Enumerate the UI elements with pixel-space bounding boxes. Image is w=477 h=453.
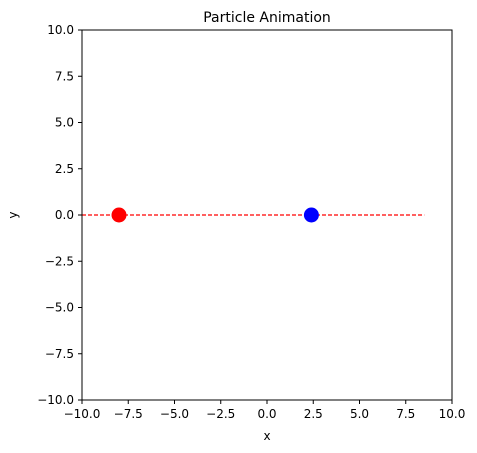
x-tick-label: −5.0 [160,407,189,421]
y-tick-label: 2.5 [55,162,74,176]
x-tick-label: 7.5 [396,407,415,421]
y-tick-label: −2.5 [45,254,74,268]
y-tick-label: 7.5 [55,69,74,83]
y-axis-ticks: −10.0 −7.5 −5.0 −2.5 0.0 2.5 5.0 7.5 10.0 [37,23,82,407]
y-tick-label: −10.0 [37,393,74,407]
x-tick-label: −7.5 [114,407,143,421]
y-tick-label: −5.0 [45,301,74,315]
x-axis-label: x [263,429,270,443]
y-tick-label: −7.5 [45,347,74,361]
x-tick-label: −10.0 [64,407,101,421]
x-axis-ticks: −10.0 −7.5 −5.0 −2.5 0.0 2.5 5.0 7.5 10.0 [64,400,466,421]
particle-blue [303,207,319,223]
x-tick-label: 0.0 [257,407,276,421]
points-layer [111,207,319,223]
x-tick-label: 2.5 [304,407,323,421]
y-axis-label: y [6,211,20,218]
y-tick-label: 10.0 [47,23,74,37]
x-tick-label: 5.0 [350,407,369,421]
y-tick-label: 0.0 [55,208,74,222]
plot-area [81,29,453,401]
chart-title: Particle Animation [203,10,331,26]
x-tick-label: 10.0 [439,407,466,421]
y-tick-label: 5.0 [55,116,74,130]
x-tick-label: −2.5 [206,407,235,421]
particle-red [111,207,127,223]
